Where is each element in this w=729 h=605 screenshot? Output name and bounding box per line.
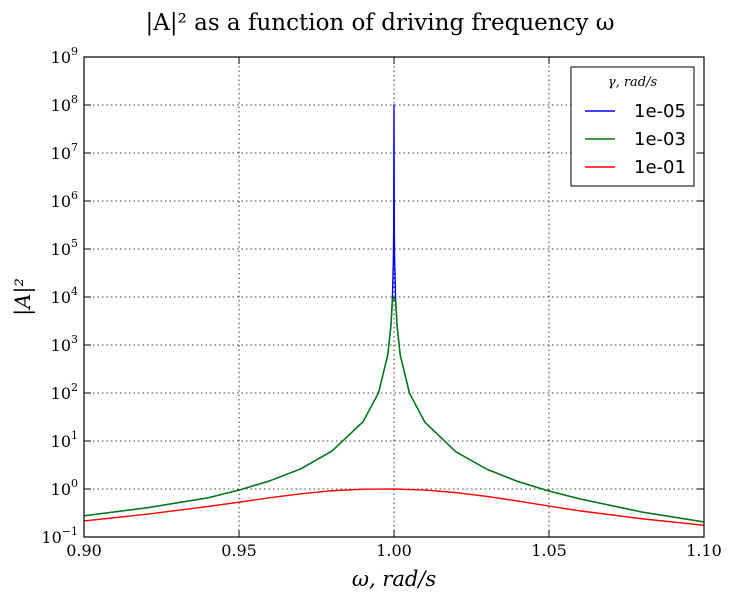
series-line-1e-03 bbox=[83, 296, 705, 523]
series-lines bbox=[83, 104, 705, 527]
y-tick-label: 104 bbox=[51, 285, 78, 307]
y-tick-label: 100 bbox=[51, 477, 78, 499]
x-axis-label: ω, rad/s bbox=[352, 567, 437, 591]
y-tick-label: 10−1 bbox=[41, 525, 78, 547]
y-tick-label: 106 bbox=[51, 189, 78, 211]
y-axis-label: |A|² bbox=[11, 278, 36, 316]
y-tick-label: 105 bbox=[51, 237, 78, 259]
y-tick-label: 108 bbox=[51, 93, 78, 115]
y-tick-label: 101 bbox=[51, 429, 78, 451]
legend-label: 1e-03 bbox=[634, 129, 686, 150]
series-line-1e-01 bbox=[83, 488, 705, 527]
y-tick-label: 102 bbox=[51, 381, 78, 403]
x-tick-label: 1.10 bbox=[686, 541, 722, 560]
x-tick-label: 1.05 bbox=[531, 541, 567, 560]
legend: γ, rad/s 1e-05 1e-03 1e-01 bbox=[570, 66, 695, 187]
y-tick-label: 109 bbox=[51, 45, 78, 67]
legend-label: 1e-05 bbox=[634, 101, 686, 122]
x-tick-label: 0.95 bbox=[221, 541, 257, 560]
x-tick-label: 1.00 bbox=[376, 541, 412, 560]
axis-ticks bbox=[83, 56, 705, 538]
legend-title: γ, rad/s bbox=[608, 75, 658, 90]
legend-label: 1e-01 bbox=[634, 157, 686, 178]
chart-title: |A|² as a function of driving frequency … bbox=[145, 10, 614, 36]
legend-box bbox=[570, 66, 695, 187]
y-tick-label: 107 bbox=[51, 141, 78, 163]
y-tick-label: 103 bbox=[51, 333, 78, 355]
tick-labels: 0.90 0.95 1.00 1.05 1.10 10−1 100 101 102 103 104 1… bbox=[41, 45, 721, 560]
x-tick-label: 0.90 bbox=[66, 541, 102, 560]
